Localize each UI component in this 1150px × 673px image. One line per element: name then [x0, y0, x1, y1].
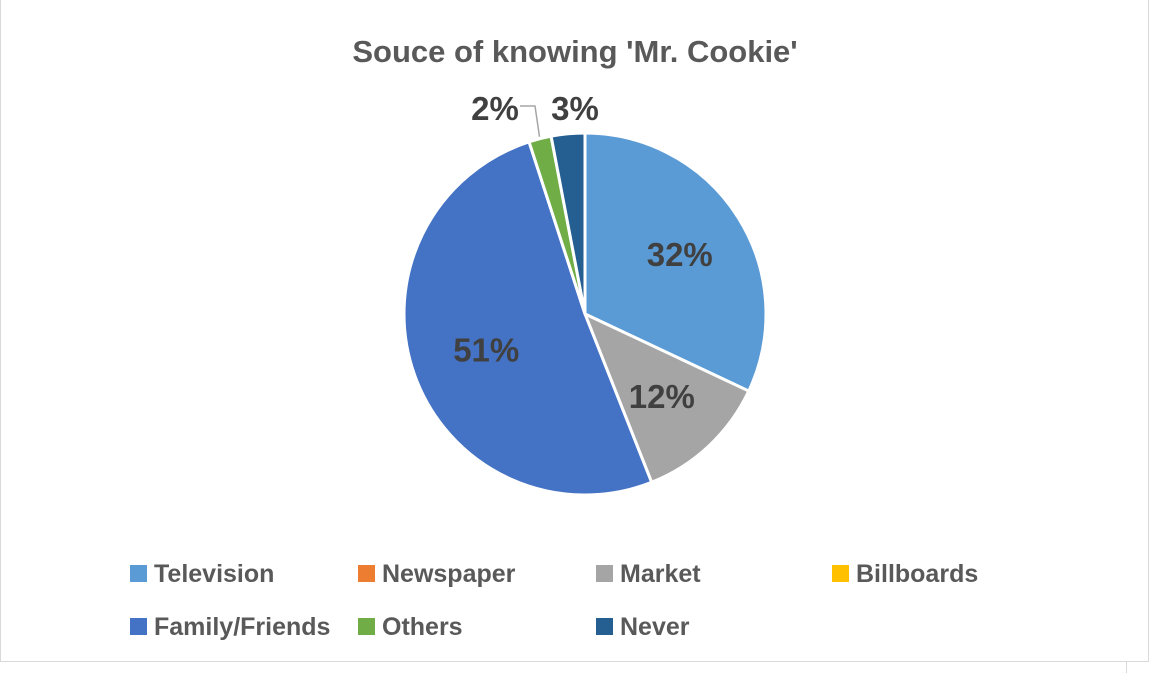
- data-label-television: 32%: [647, 236, 713, 273]
- slice-never: [549, 131, 587, 315]
- legend-swatch-never: [596, 618, 613, 635]
- slice-television: [583, 131, 768, 394]
- frame-edge: [1126, 662, 1127, 673]
- legend-swatch-television: [130, 565, 147, 582]
- legend-label-others: Others: [382, 613, 463, 641]
- chart-title: Souce of knowing 'Mr. Cookie': [352, 34, 797, 69]
- data-label-family-friends: 51%: [453, 332, 519, 369]
- legend-swatch-market: [596, 565, 613, 582]
- data-label-never: 3%: [551, 90, 599, 127]
- legend-label-market: Market: [620, 560, 701, 588]
- slice-family-friends: [402, 139, 654, 497]
- data-label-market: 12%: [629, 378, 695, 415]
- data-label-others: 2%: [471, 90, 519, 127]
- legend-swatch-family-friends: [130, 618, 147, 635]
- legend-label-family-friends: Family/Friends: [154, 613, 330, 641]
- legend-label-never: Never: [620, 613, 690, 641]
- legend-label-billboards: Billboards: [856, 560, 978, 588]
- legend-label-television: Television: [154, 560, 274, 588]
- slice-market: [582, 311, 751, 485]
- legend-swatch-newspaper: [358, 565, 375, 582]
- leader-line-others: [520, 105, 541, 137]
- legend-swatch-billboards: [832, 565, 849, 582]
- legend-swatch-others: [358, 618, 375, 635]
- legend-label-newspaper: Newspaper: [382, 560, 516, 588]
